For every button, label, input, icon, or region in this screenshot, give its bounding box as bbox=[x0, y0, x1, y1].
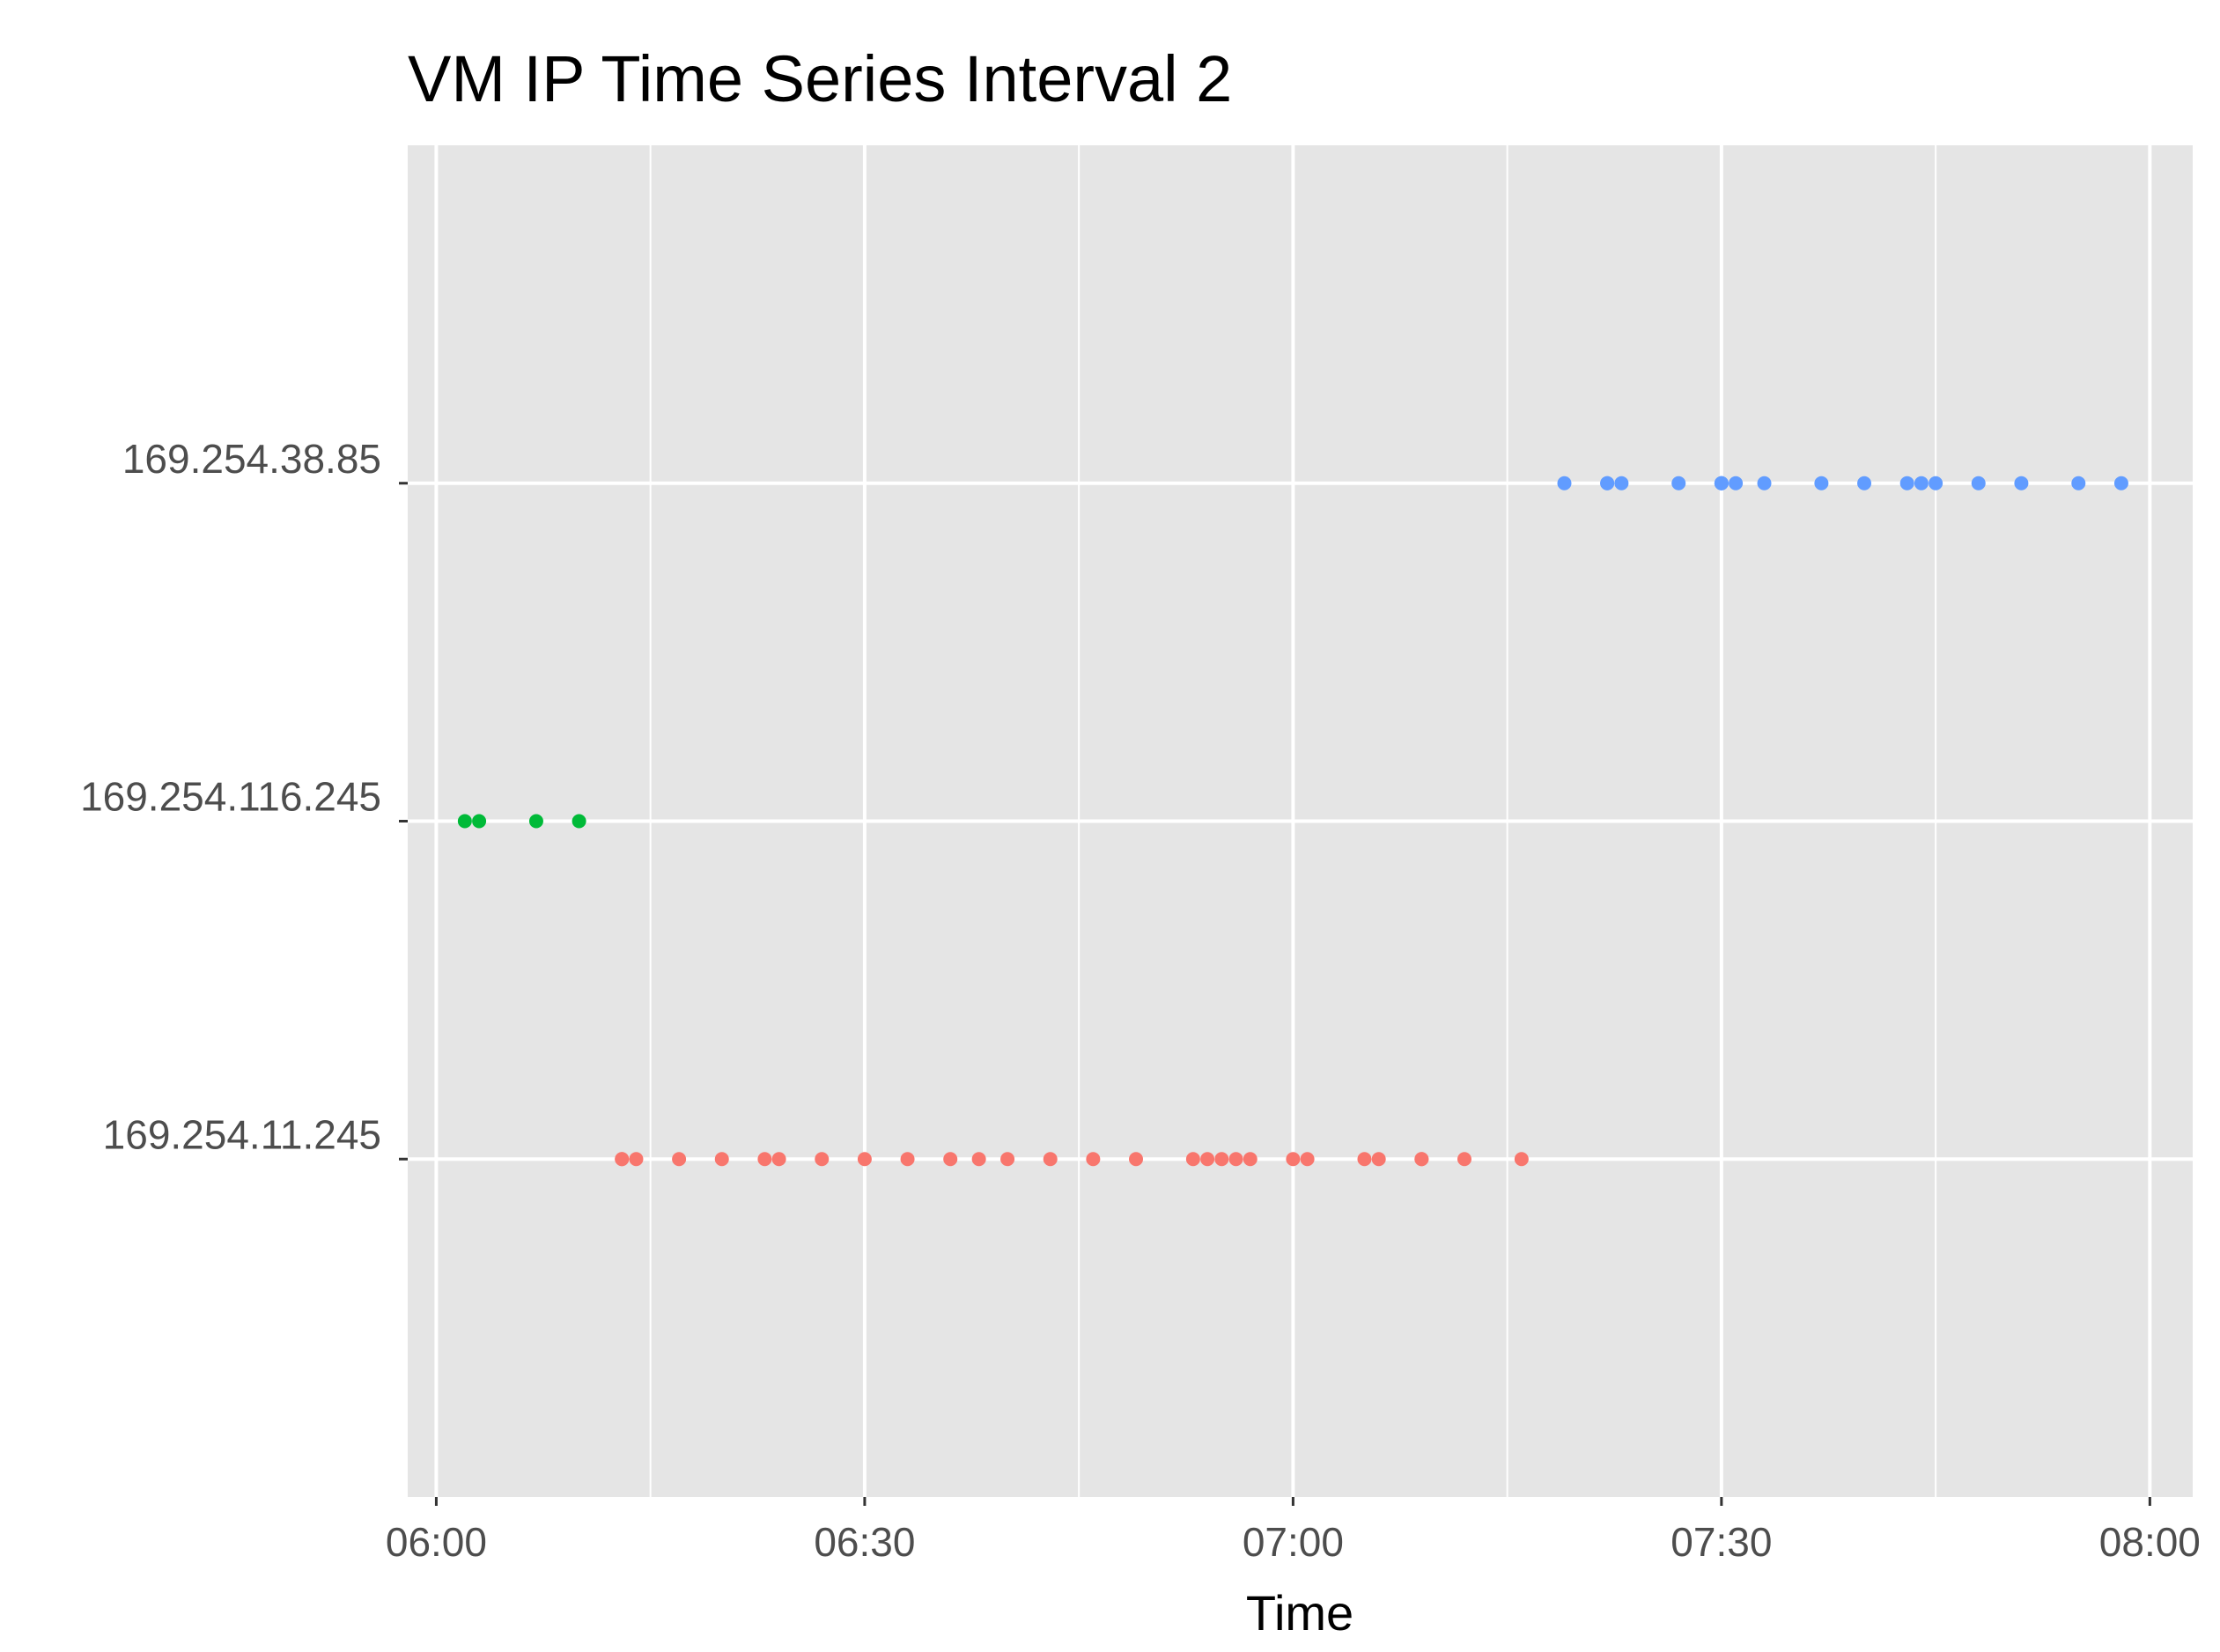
data-point bbox=[1300, 1152, 1315, 1167]
data-point bbox=[615, 1152, 630, 1167]
data-point bbox=[1899, 476, 1914, 490]
data-point bbox=[2113, 476, 2128, 490]
data-point bbox=[672, 1152, 687, 1167]
data-point bbox=[1185, 1152, 1200, 1167]
data-point bbox=[1371, 1152, 1386, 1167]
data-point bbox=[971, 1152, 986, 1167]
data-point bbox=[1214, 1152, 1229, 1167]
data-point bbox=[457, 814, 472, 829]
data-point bbox=[1614, 476, 1629, 490]
data-point bbox=[757, 1152, 772, 1167]
y-tick-label: 169.254.38.85 bbox=[122, 436, 381, 482]
data-point bbox=[1600, 476, 1615, 490]
chart-title: VM IP Time Series Interval 2 bbox=[408, 42, 1232, 115]
axes-layer: 06:00 06:30 07:00 07:30 08:00 169.254.11.245 1… bbox=[80, 436, 2201, 1565]
data-point bbox=[1043, 1152, 1058, 1167]
data-point bbox=[472, 814, 487, 829]
data-point bbox=[629, 1152, 644, 1167]
data-point bbox=[1357, 1152, 1372, 1167]
data-point bbox=[1971, 476, 1986, 490]
data-point bbox=[528, 814, 543, 829]
data-point bbox=[1228, 1152, 1243, 1167]
data-point bbox=[1457, 1152, 1471, 1167]
data-point bbox=[1000, 1152, 1015, 1167]
data-point bbox=[857, 1152, 872, 1167]
x-tick-label: 06:00 bbox=[386, 1519, 487, 1565]
data-point bbox=[815, 1152, 830, 1167]
x-tick-label: 07:00 bbox=[1243, 1519, 1344, 1565]
data-point bbox=[1757, 476, 1772, 490]
data-point bbox=[943, 1152, 958, 1167]
data-point bbox=[1671, 476, 1686, 490]
data-point bbox=[1557, 476, 1572, 490]
data-point bbox=[1243, 1152, 1258, 1167]
y-tick-label: 169.254.116.245 bbox=[80, 774, 381, 820]
data-point bbox=[714, 1152, 729, 1167]
data-point bbox=[1129, 1152, 1144, 1167]
data-point bbox=[1200, 1152, 1215, 1167]
data-point bbox=[771, 1152, 786, 1167]
data-point bbox=[1914, 476, 1929, 490]
data-point bbox=[1286, 1152, 1301, 1167]
points-layer bbox=[457, 476, 2128, 1167]
grid-layer bbox=[408, 145, 2193, 1497]
data-point bbox=[1714, 476, 1729, 490]
y-tick-label: 169.254.11.245 bbox=[103, 1111, 381, 1157]
x-tick-label: 06:30 bbox=[814, 1519, 915, 1565]
data-point bbox=[1814, 476, 1829, 490]
data-point bbox=[1729, 476, 1744, 490]
data-point bbox=[1929, 476, 1943, 490]
data-point bbox=[1514, 1152, 1529, 1167]
data-point bbox=[1086, 1152, 1101, 1167]
data-point bbox=[1414, 1152, 1429, 1167]
x-axis-title: Time bbox=[1246, 1585, 1353, 1641]
x-tick-label: 07:30 bbox=[1671, 1519, 1772, 1565]
data-point bbox=[2071, 476, 2086, 490]
x-tick-label: 08:00 bbox=[2099, 1519, 2201, 1565]
data-point bbox=[900, 1152, 915, 1167]
data-point bbox=[2014, 476, 2029, 490]
data-point bbox=[1857, 476, 1872, 490]
data-point bbox=[572, 814, 586, 829]
